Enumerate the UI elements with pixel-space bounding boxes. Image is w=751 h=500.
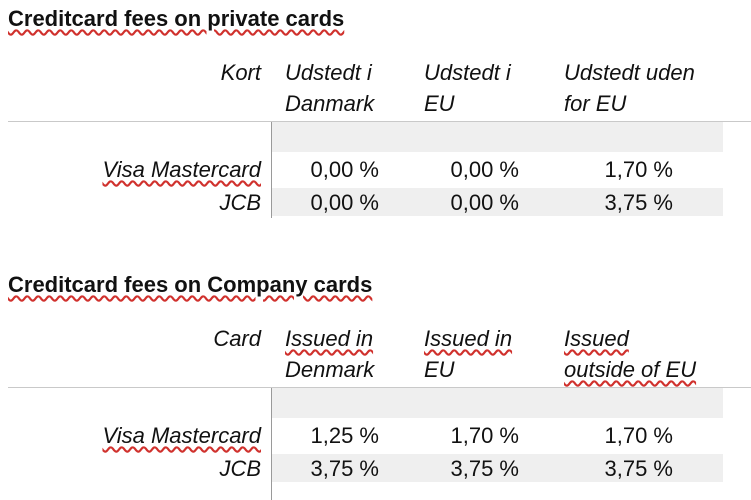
company-col-denmark-line1-text: Issued in — [285, 326, 374, 351]
private-cards-section: Creditcard fees on private cards Kort Ud… — [0, 0, 751, 240]
private-col-eu-line1: Udstedt i — [424, 60, 511, 85]
company-col-outside-eu-line1: Issued — [564, 323, 696, 354]
private-jcb-eu-value: 0,00 % — [450, 190, 520, 215]
company-col-eu-header: Issued in EU — [424, 323, 512, 385]
private-cards-title: Creditcard fees on private cards — [8, 6, 345, 31]
private-col-eu-header: Udstedt i EU — [424, 57, 511, 119]
company-col-denmark-header: Issued in Denmark — [285, 323, 374, 385]
private-row-jcb-background — [272, 188, 723, 216]
private-column-divider — [271, 122, 272, 218]
company-col-denmark-line2: Denmark — [285, 357, 375, 382]
private-shaded-spacer-row — [272, 122, 723, 152]
private-col-denmark-header: Udstedt i Danmark — [285, 57, 374, 119]
company-col-eu-line1: Issued in — [424, 323, 512, 354]
private-jcb-denmark-value: 0,00 % — [310, 190, 380, 215]
company-cards-title: Creditcard fees on Company cards — [8, 272, 373, 297]
company-row-jcb-label: JCB — [219, 456, 261, 481]
private-visa-outside-eu-value: 1,70 % — [604, 157, 674, 182]
company-col-outside-eu-line1-text: Issued — [564, 326, 629, 351]
company-header-divider — [8, 387, 751, 388]
company-col-outside-eu-line2-text: outside of EU — [564, 357, 697, 382]
private-jcb-outside-eu-value: 3,75 % — [604, 190, 674, 215]
company-visa-outside-eu-value: 1,70 % — [604, 423, 674, 448]
company-col-eu-line2: EU — [424, 357, 455, 382]
company-card-column-header: Card — [213, 326, 261, 351]
private-header-divider — [8, 121, 751, 122]
company-col-outside-eu-header: Issued outside of EU — [564, 323, 696, 385]
company-col-eu-line1-text: Issued in — [424, 326, 513, 351]
company-column-divider — [271, 388, 272, 500]
private-col-outside-eu-header: Udstedt uden for EU — [564, 57, 695, 119]
company-shaded-spacer-row — [272, 388, 723, 418]
private-row-visa-label-text: Visa Mastercard — [102, 157, 261, 182]
company-cards-section: Creditcard fees on Company cards Card Is… — [0, 266, 751, 500]
company-row-jcb-background — [272, 454, 723, 482]
company-visa-denmark-value: 1,25 % — [310, 423, 380, 448]
private-visa-eu-value: 0,00 % — [450, 157, 520, 182]
private-row-visa-label: Visa Mastercard — [102, 155, 261, 185]
company-row-visa-label-text: Visa Mastercard — [102, 423, 261, 448]
private-card-column-header: Kort — [220, 60, 261, 85]
private-row-jcb-label: JCB — [219, 190, 261, 215]
company-jcb-eu-value: 3,75 % — [450, 456, 520, 481]
private-col-eu-line2: EU — [424, 91, 455, 116]
company-visa-eu-value: 1,70 % — [450, 423, 520, 448]
private-col-outside-eu-line2: for EU — [564, 91, 627, 116]
private-col-denmark-line2: Danmark — [285, 91, 375, 116]
private-visa-denmark-value: 0,00 % — [310, 157, 380, 182]
company-col-denmark-line1: Issued in — [285, 323, 374, 354]
company-jcb-outside-eu-value: 3,75 % — [604, 456, 674, 481]
private-col-denmark-line1: Udstedt i — [285, 60, 372, 85]
company-jcb-denmark-value: 3,75 % — [310, 456, 380, 481]
company-col-outside-eu-line2: outside of EU — [564, 354, 696, 385]
company-row-visa-label: Visa Mastercard — [102, 421, 261, 451]
private-col-outside-eu-line1: Udstedt uden — [564, 60, 695, 85]
